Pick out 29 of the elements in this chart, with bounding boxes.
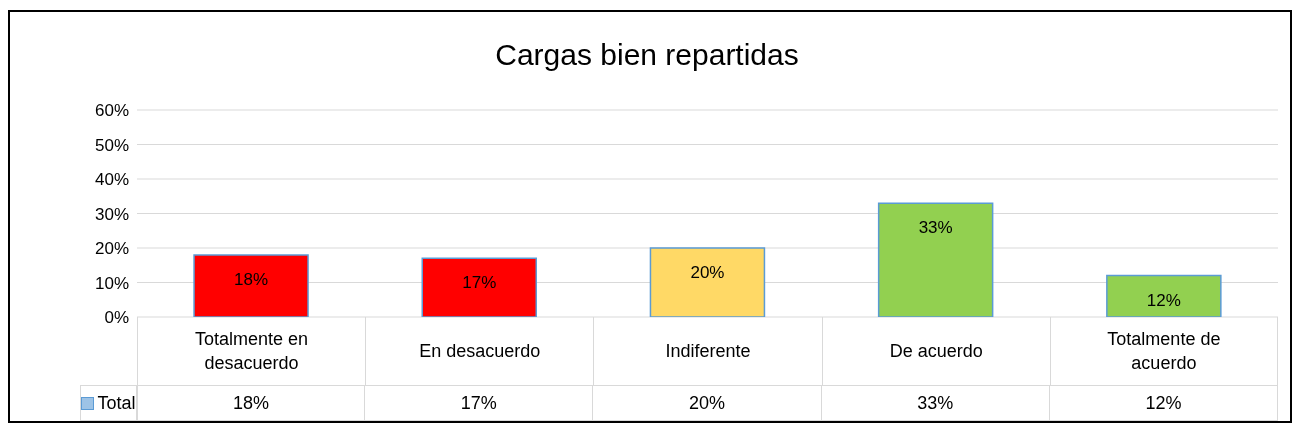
- x-tick-label: De acuerdo: [821, 317, 1050, 385]
- text: 18%: [234, 269, 269, 289]
- x-tick-label: Totalmente en desacuerdo: [137, 317, 366, 385]
- data-label: 12%: [1049, 385, 1278, 421]
- y-tick-label: 0%: [104, 308, 129, 328]
- y-tick-label: 10%: [94, 273, 129, 293]
- data-label: 18%: [137, 385, 366, 421]
- y-tick-label: 40%: [94, 170, 129, 190]
- text: 12%: [1146, 290, 1181, 310]
- y-tick-label: 30%: [94, 204, 129, 224]
- y-tick-label: 50%: [94, 135, 129, 155]
- text: 33%: [918, 218, 953, 238]
- data-label: 33%: [821, 385, 1050, 421]
- x-tick-label: Indiferente: [593, 317, 822, 385]
- chart-title: Cargas bien repartidas: [494, 38, 800, 72]
- y-tick-label: 60%: [94, 101, 129, 121]
- x-tick-label: Totalmente de acuerdo: [1049, 317, 1278, 385]
- bar: [421, 257, 537, 317]
- bar: [877, 202, 994, 317]
- bar: [1106, 274, 1222, 317]
- text: 20%: [690, 263, 725, 283]
- text: 17%: [462, 273, 497, 293]
- y-tick-label: 20%: [94, 239, 129, 259]
- data-label: 17%: [365, 385, 594, 421]
- bar: [649, 247, 766, 317]
- data-label: 20%: [593, 385, 822, 421]
- bar: [193, 254, 309, 317]
- x-tick-label: En desacuerdo: [365, 317, 594, 385]
- text: Total: [80, 385, 137, 421]
